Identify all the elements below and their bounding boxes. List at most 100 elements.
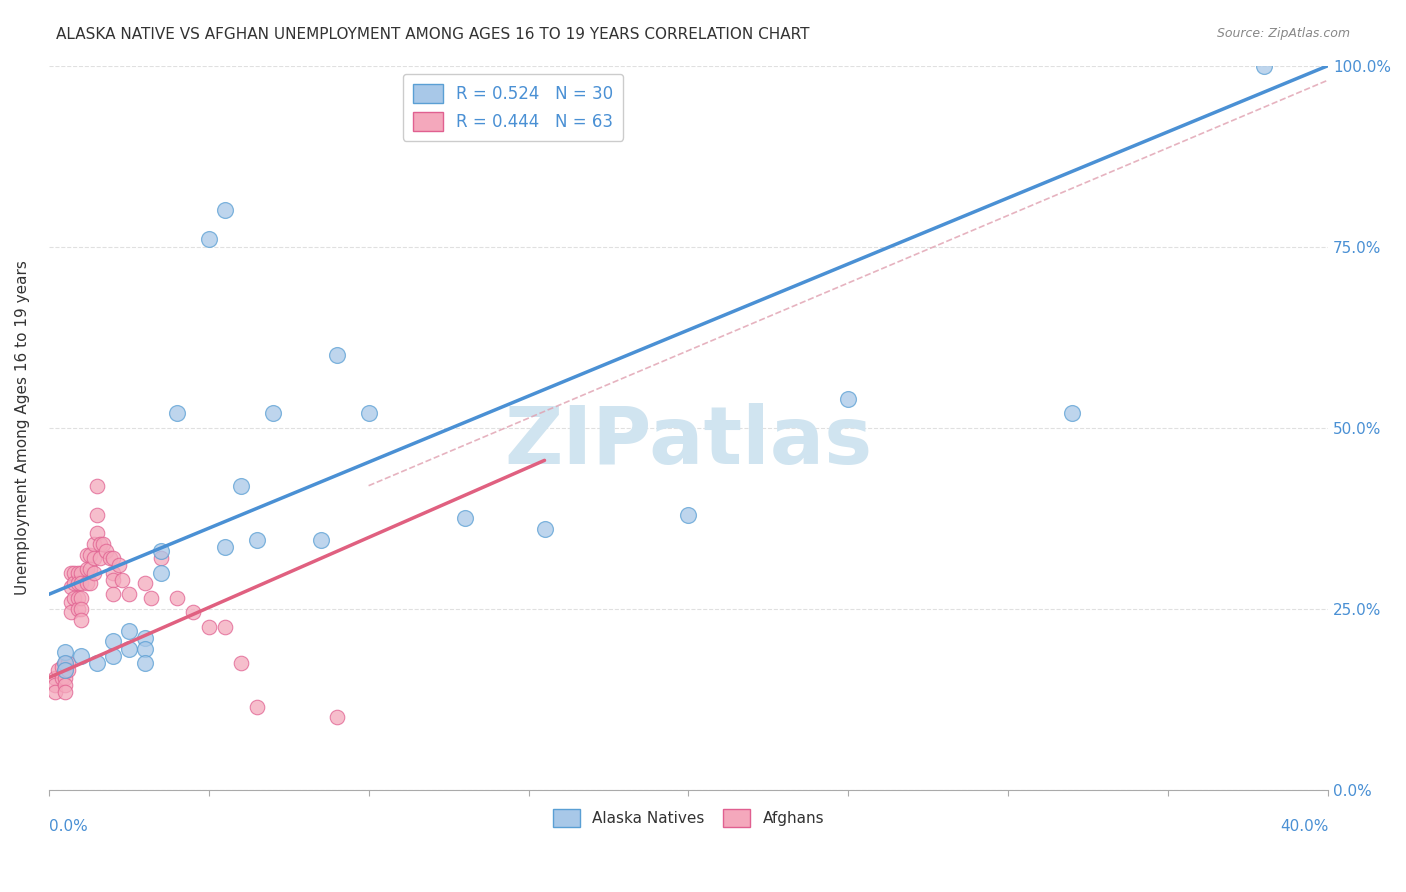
Point: [44, 678, 66, 692]
Point: [56, 656, 79, 670]
Point: [111, 573, 134, 587]
Point: [83, 566, 105, 580]
Point: [63, 566, 86, 580]
Point: [101, 648, 124, 663]
Point: [149, 551, 172, 566]
Point: [69, 602, 91, 616]
Point: [96, 544, 118, 558]
Point: [86, 508, 108, 522]
Point: [101, 587, 124, 601]
Point: [101, 634, 124, 648]
Point: [46, 664, 69, 678]
Point: [76, 576, 98, 591]
Point: [118, 624, 141, 638]
Text: 40.0%: 40.0%: [1279, 819, 1329, 834]
Point: [101, 566, 124, 580]
Point: [229, 479, 252, 493]
Point: [246, 699, 269, 714]
Point: [79, 562, 101, 576]
Y-axis label: Unemployment Among Ages 16 to 19 years: Unemployment Among Ages 16 to 19 years: [15, 260, 30, 595]
Point: [83, 536, 105, 550]
Point: [197, 620, 219, 634]
Point: [53, 656, 76, 670]
Point: [60, 606, 83, 620]
Point: [678, 508, 700, 522]
Point: [149, 544, 172, 558]
Point: [69, 566, 91, 580]
Point: [325, 348, 347, 362]
Point: [214, 203, 236, 218]
Point: [166, 591, 188, 605]
Point: [89, 536, 111, 550]
Point: [309, 533, 332, 547]
Point: [181, 606, 204, 620]
Point: [76, 548, 98, 562]
Point: [149, 566, 172, 580]
Point: [51, 671, 73, 685]
Point: [53, 671, 76, 685]
Point: [69, 613, 91, 627]
Point: [197, 232, 219, 246]
Point: [86, 656, 108, 670]
Point: [44, 671, 66, 685]
Text: ZIPatlas: ZIPatlas: [505, 403, 873, 482]
Point: [134, 631, 156, 645]
Point: [325, 710, 347, 724]
Text: ALASKA NATIVE VS AFGHAN UNEMPLOYMENT AMONG AGES 16 TO 19 YEARS CORRELATION CHART: ALASKA NATIVE VS AFGHAN UNEMPLOYMENT AMO…: [56, 27, 810, 42]
Point: [53, 685, 76, 699]
Point: [86, 479, 108, 493]
Point: [66, 576, 89, 591]
Point: [89, 551, 111, 566]
Point: [98, 551, 121, 566]
Point: [246, 533, 269, 547]
Point: [53, 664, 76, 678]
Point: [118, 587, 141, 601]
Point: [69, 576, 91, 591]
Point: [91, 536, 114, 550]
Point: [83, 551, 105, 566]
Point: [66, 591, 89, 605]
Point: [533, 522, 555, 536]
Point: [79, 548, 101, 562]
Point: [1062, 406, 1084, 420]
Point: [66, 602, 89, 616]
Point: [53, 678, 76, 692]
Point: [357, 406, 380, 420]
Point: [66, 566, 89, 580]
Point: [118, 641, 141, 656]
Point: [837, 392, 859, 406]
Text: 0.0%: 0.0%: [49, 819, 87, 834]
Point: [56, 664, 79, 678]
Point: [101, 573, 124, 587]
Point: [53, 664, 76, 678]
Text: Source: ZipAtlas.com: Source: ZipAtlas.com: [1216, 27, 1350, 40]
Point: [214, 620, 236, 634]
Point: [214, 541, 236, 555]
Point: [453, 511, 475, 525]
Point: [134, 656, 156, 670]
Point: [60, 594, 83, 608]
Point: [60, 580, 83, 594]
Point: [229, 656, 252, 670]
Point: [60, 566, 83, 580]
Point: [53, 645, 76, 659]
Point: [166, 406, 188, 420]
Point: [139, 591, 162, 605]
Point: [51, 660, 73, 674]
Point: [79, 576, 101, 591]
Point: [101, 551, 124, 566]
Point: [44, 685, 66, 699]
Point: [69, 591, 91, 605]
Point: [86, 525, 108, 540]
Point: [108, 558, 131, 573]
Point: [262, 406, 284, 420]
Point: [53, 656, 76, 670]
Point: [134, 576, 156, 591]
Point: [63, 576, 86, 591]
Point: [134, 641, 156, 656]
Point: [1253, 59, 1275, 73]
Point: [76, 562, 98, 576]
Legend: Alaska Natives, Afghans: Alaska Natives, Afghans: [547, 803, 831, 833]
Point: [63, 591, 86, 605]
Point: [69, 648, 91, 663]
